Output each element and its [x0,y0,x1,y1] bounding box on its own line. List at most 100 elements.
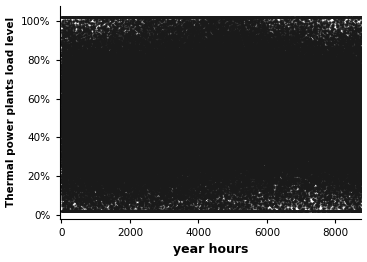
Point [228,75,233,79]
Point [345,113,351,118]
Point [130,39,136,43]
Point [174,84,179,88]
Point [215,185,221,189]
Point [157,134,163,138]
Point [320,128,326,132]
Point [260,126,266,130]
Point [61,74,67,79]
Point [58,57,64,61]
Point [224,161,230,165]
Point [64,144,70,149]
Point [343,208,349,212]
Point [167,109,173,113]
Point [65,81,71,85]
Point [136,209,142,213]
Point [298,127,304,131]
Point [75,105,81,110]
Point [324,108,330,113]
Point [170,100,175,105]
Point [185,115,191,119]
Point [137,15,142,19]
Point [215,166,221,171]
Point [76,159,82,163]
Point [292,77,298,81]
Point [126,144,132,149]
Point [307,98,313,102]
Point [115,97,121,102]
Point [100,71,106,75]
Point [319,77,324,81]
Point [143,184,149,188]
Point [106,140,112,145]
Point [134,114,140,118]
Point [160,15,166,19]
Point [109,67,115,71]
Point [139,178,145,183]
Point [215,90,221,94]
Point [128,72,134,76]
Point [225,77,230,81]
Point [155,189,160,194]
Point [322,133,328,137]
Point [260,94,266,98]
Point [75,201,81,205]
Point [233,52,239,56]
Point [138,53,144,58]
Point [257,60,262,64]
Point [163,49,169,53]
Point [236,148,242,152]
Point [225,61,231,66]
Point [69,123,75,127]
Point [278,15,284,19]
Point [281,130,287,134]
Point [99,92,105,97]
Point [303,91,309,96]
Point [288,174,294,178]
Point [315,64,320,68]
Point [240,133,246,137]
Point [312,121,317,125]
Point [315,94,320,98]
Point [164,130,170,134]
Point [211,15,217,19]
Point [101,154,106,158]
Point [68,84,74,89]
Point [259,116,265,121]
Point [327,63,333,67]
Point [73,108,79,112]
Point [115,202,121,206]
Point [157,118,163,123]
Point [186,107,192,111]
Point [333,130,338,135]
Point [85,171,91,176]
Point [316,133,322,138]
Point [160,98,166,102]
Point [145,65,150,69]
Point [332,209,338,213]
Point [312,159,318,163]
Point [342,128,348,132]
Point [262,72,268,76]
Point [326,49,332,53]
Point [291,135,297,139]
Point [351,137,357,141]
Point [85,108,91,112]
Point [308,81,314,85]
Point [205,90,211,94]
Point [322,145,328,149]
Point [65,114,71,118]
Point [256,122,262,127]
Point [349,79,355,83]
Point [283,138,289,142]
Point [102,151,108,156]
Point [270,108,276,112]
Point [289,57,295,62]
Point [171,132,177,136]
Point [171,154,177,159]
Point [319,116,325,120]
Point [135,131,141,135]
Point [260,58,266,63]
Point [267,94,273,98]
Point [122,145,128,149]
Point [329,109,335,113]
